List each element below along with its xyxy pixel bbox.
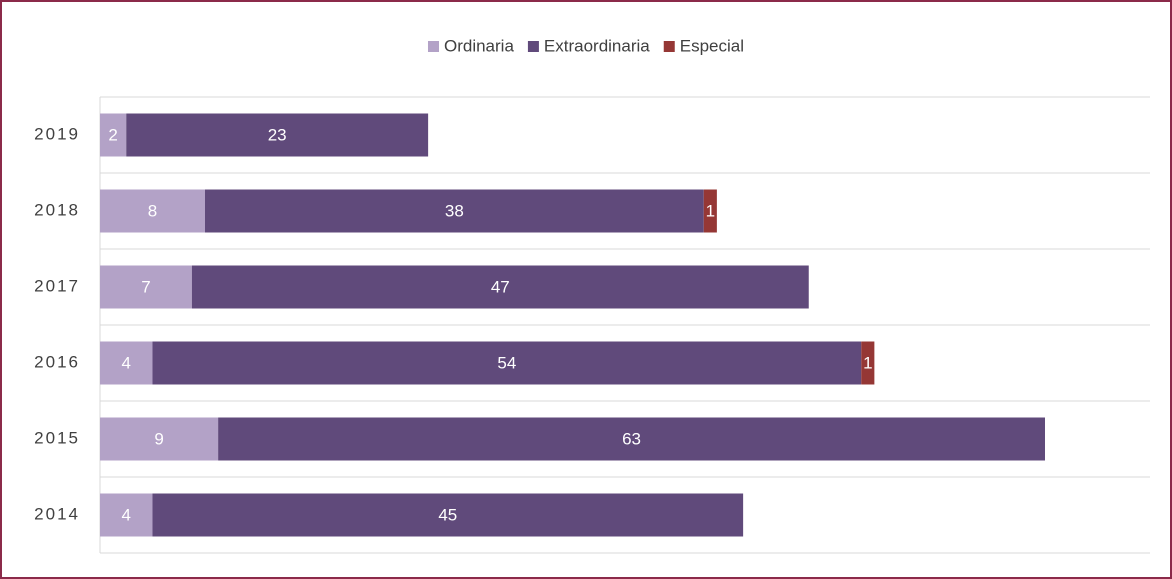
bar-segment — [191, 265, 809, 309]
legend-swatch — [527, 41, 539, 52]
legend-swatch — [427, 41, 439, 52]
bar-segment — [152, 341, 862, 385]
data-label: 4 — [122, 353, 131, 372]
data-label: 1 — [706, 201, 715, 220]
y-tick-label: 2016 — [34, 352, 80, 371]
data-label: 1 — [863, 353, 872, 372]
bar-segment — [100, 341, 153, 385]
data-label: 7 — [141, 277, 150, 296]
bar-segment — [205, 189, 704, 233]
legend-label: Especial — [680, 36, 744, 55]
data-label: 4 — [122, 505, 131, 524]
y-tick-label: 2014 — [34, 504, 80, 523]
bar-segment — [126, 113, 429, 157]
legend-label: Extraordinaria — [544, 36, 650, 55]
data-label: 38 — [445, 201, 464, 220]
y-tick-label: 2015 — [34, 428, 80, 447]
bar-segment — [100, 417, 219, 461]
data-label: 23 — [268, 125, 287, 144]
y-tick-label: 2019 — [34, 124, 80, 143]
data-label: 45 — [438, 505, 457, 524]
bar-segment — [218, 417, 1045, 461]
data-label: 9 — [154, 429, 163, 448]
bar-segment — [100, 493, 153, 537]
data-label: 47 — [491, 277, 510, 296]
legend-swatch — [663, 41, 675, 52]
y-tick-label: 2017 — [34, 276, 80, 295]
data-label: 2 — [108, 125, 117, 144]
data-label: 63 — [622, 429, 641, 448]
bar-segment — [861, 341, 875, 385]
data-label: 8 — [148, 201, 157, 220]
legend-label: Ordinaria — [444, 36, 514, 55]
y-tick-label: 2018 — [34, 200, 80, 219]
bar-segment — [703, 189, 717, 233]
data-label: 54 — [497, 353, 516, 372]
bar-segment — [100, 113, 127, 157]
bar-segment — [152, 493, 744, 537]
bar-segment — [100, 189, 205, 233]
bar-segment — [100, 265, 192, 309]
